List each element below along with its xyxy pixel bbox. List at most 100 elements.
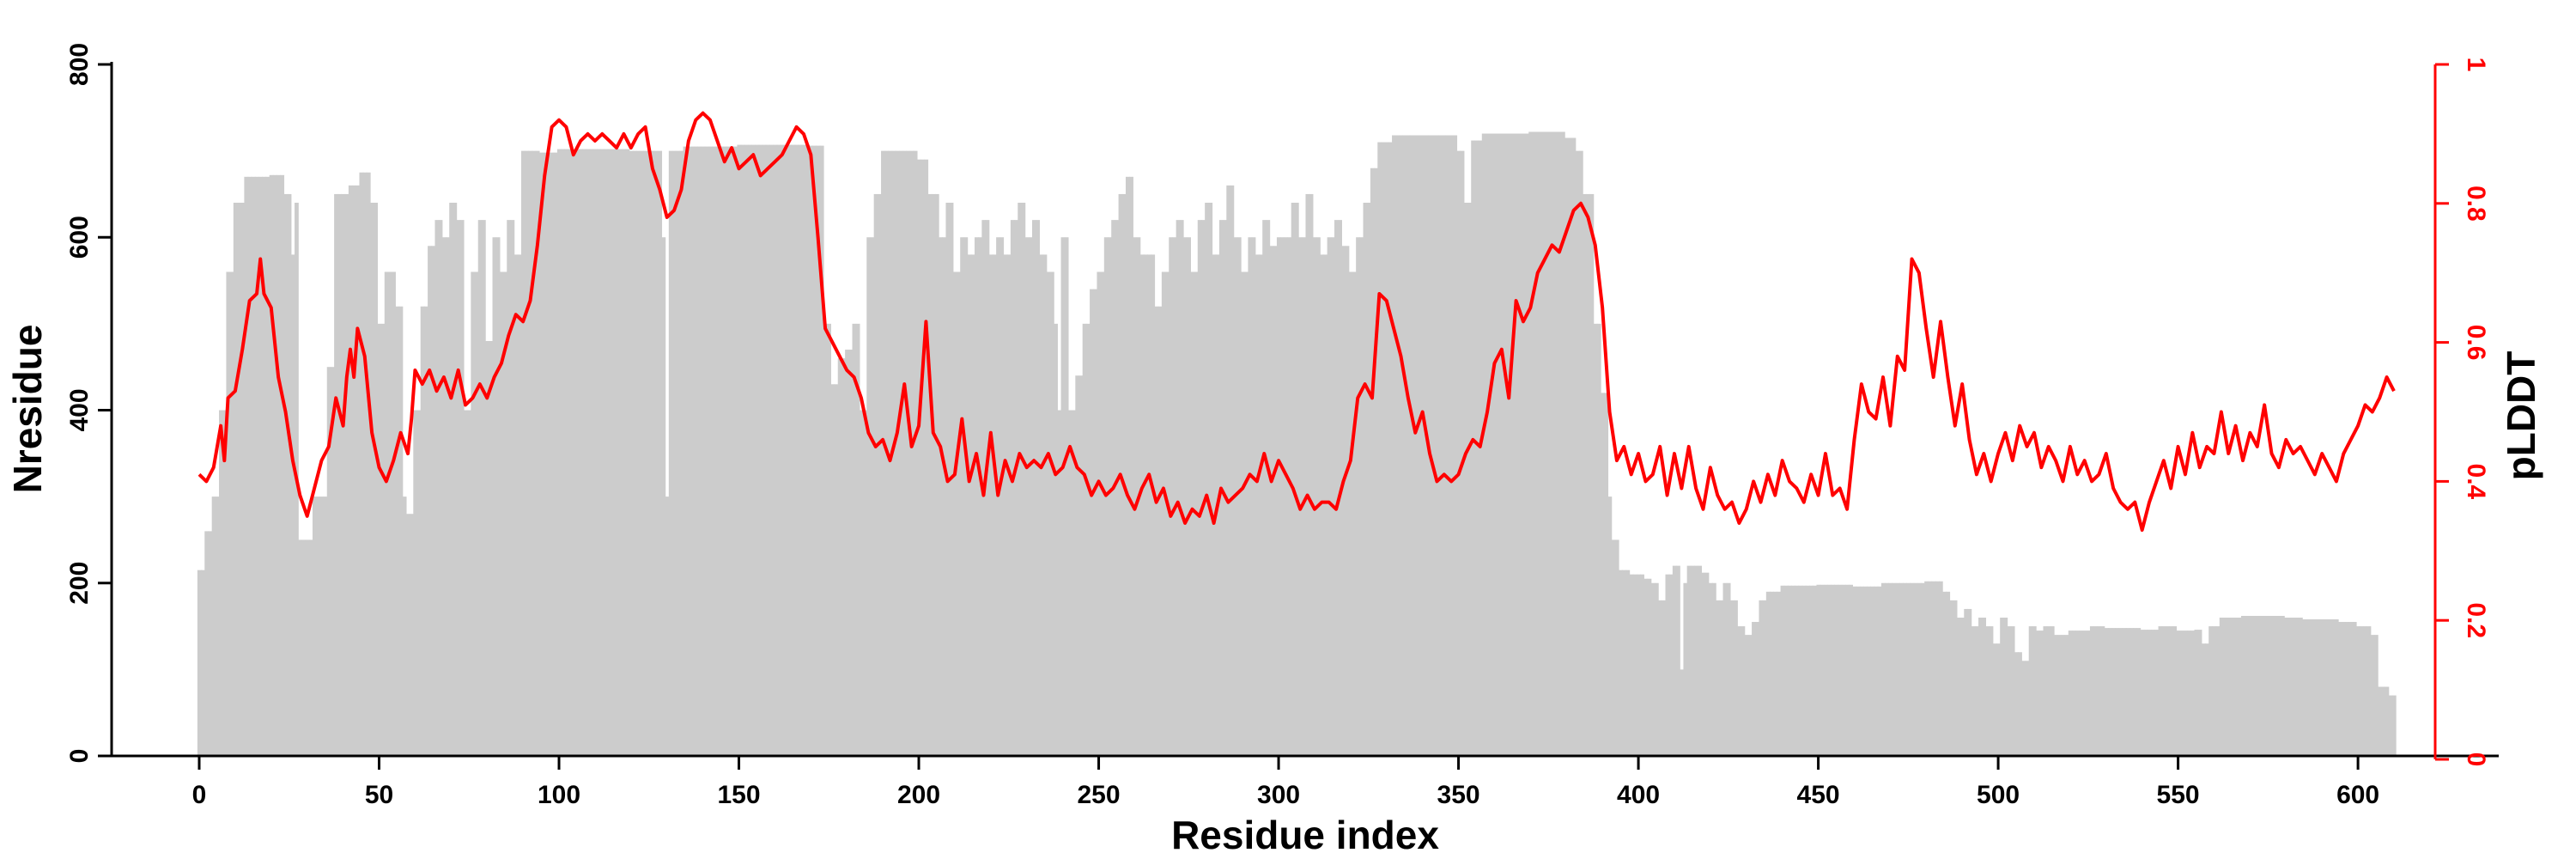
bar	[1711, 582, 1716, 756]
bar	[1795, 585, 1800, 756]
bar	[1636, 574, 1641, 756]
bar	[446, 237, 450, 756]
bar	[312, 497, 317, 757]
bar	[463, 410, 468, 756]
bar	[999, 237, 1005, 756]
bar	[2312, 619, 2318, 756]
bar	[1057, 410, 1062, 756]
bar	[1345, 246, 1350, 756]
bar	[1694, 565, 1698, 757]
bar	[1874, 586, 1879, 756]
bar	[370, 203, 374, 756]
bar	[1564, 137, 1569, 756]
bar	[1496, 133, 1501, 756]
bar	[783, 144, 788, 756]
bar	[913, 150, 918, 757]
bar	[801, 144, 806, 756]
bar	[1003, 254, 1008, 757]
bar	[1783, 585, 1789, 756]
bar	[592, 149, 598, 757]
bar	[924, 159, 929, 756]
bar	[1625, 570, 1631, 756]
bar	[927, 193, 933, 756]
bar	[405, 514, 410, 756]
bar	[1183, 237, 1188, 756]
bar	[1492, 133, 1498, 756]
bar	[2240, 615, 2245, 756]
bar	[1381, 142, 1386, 756]
bar	[2302, 619, 2306, 756]
bar	[845, 350, 849, 756]
bar	[1205, 203, 1209, 756]
bar	[1125, 176, 1130, 756]
y-axis-right-title: pLDDT	[2499, 351, 2543, 481]
bar	[1212, 254, 1217, 757]
bar	[2176, 631, 2181, 756]
bar	[532, 150, 537, 757]
bar	[2082, 631, 2087, 756]
bar	[1956, 618, 1961, 756]
bar	[1777, 591, 1782, 756]
bar	[208, 531, 213, 757]
x-axis-title: Residue index	[1171, 813, 1439, 857]
bar	[2373, 635, 2379, 757]
bar	[1309, 193, 1314, 756]
bar	[712, 146, 716, 757]
bar	[1262, 220, 1267, 757]
bar	[211, 497, 216, 757]
bar	[582, 149, 587, 757]
bar	[2227, 618, 2231, 756]
bar	[614, 149, 619, 757]
bar	[794, 144, 799, 756]
bar	[1129, 176, 1133, 756]
bar	[1334, 220, 1339, 757]
bar	[1154, 306, 1159, 756]
bar	[2269, 615, 2275, 756]
bar	[1259, 254, 1263, 757]
bar	[1734, 600, 1738, 757]
bar	[2291, 618, 2296, 756]
bar	[722, 146, 727, 757]
bar	[1834, 584, 1839, 756]
bar	[2360, 626, 2364, 756]
bar	[2345, 622, 2350, 756]
bar	[410, 514, 414, 756]
bar	[2169, 626, 2173, 756]
bar	[1560, 131, 1565, 757]
bar	[1072, 410, 1076, 756]
bar	[1363, 203, 1368, 756]
bar	[694, 146, 698, 757]
bar	[1698, 565, 1702, 757]
bar	[1161, 271, 1166, 756]
bar	[1021, 203, 1026, 756]
bar	[1647, 578, 1652, 756]
bar	[262, 176, 267, 756]
bar	[2140, 630, 2145, 756]
bar	[305, 539, 310, 756]
bar	[341, 193, 346, 756]
bar	[611, 149, 616, 757]
bar	[467, 410, 471, 756]
bar	[2014, 652, 2019, 756]
bar	[1471, 140, 1476, 757]
bar	[1737, 626, 1742, 756]
bar	[2161, 626, 2166, 756]
bar	[1607, 497, 1613, 757]
bar	[967, 254, 972, 757]
bar	[2118, 628, 2123, 756]
bar	[337, 193, 343, 756]
bar	[1752, 622, 1756, 756]
bar	[881, 150, 885, 757]
bar	[2061, 635, 2066, 757]
bar	[513, 254, 519, 757]
bar	[2388, 695, 2393, 756]
bar	[1042, 254, 1048, 757]
bar	[1010, 220, 1015, 757]
bar	[1716, 600, 1720, 757]
bar	[215, 497, 220, 757]
bar	[2363, 626, 2368, 756]
bar	[863, 410, 867, 756]
bar	[574, 149, 580, 757]
y-axis-left-title: Nresidue	[5, 325, 50, 494]
bar	[1474, 140, 1479, 757]
